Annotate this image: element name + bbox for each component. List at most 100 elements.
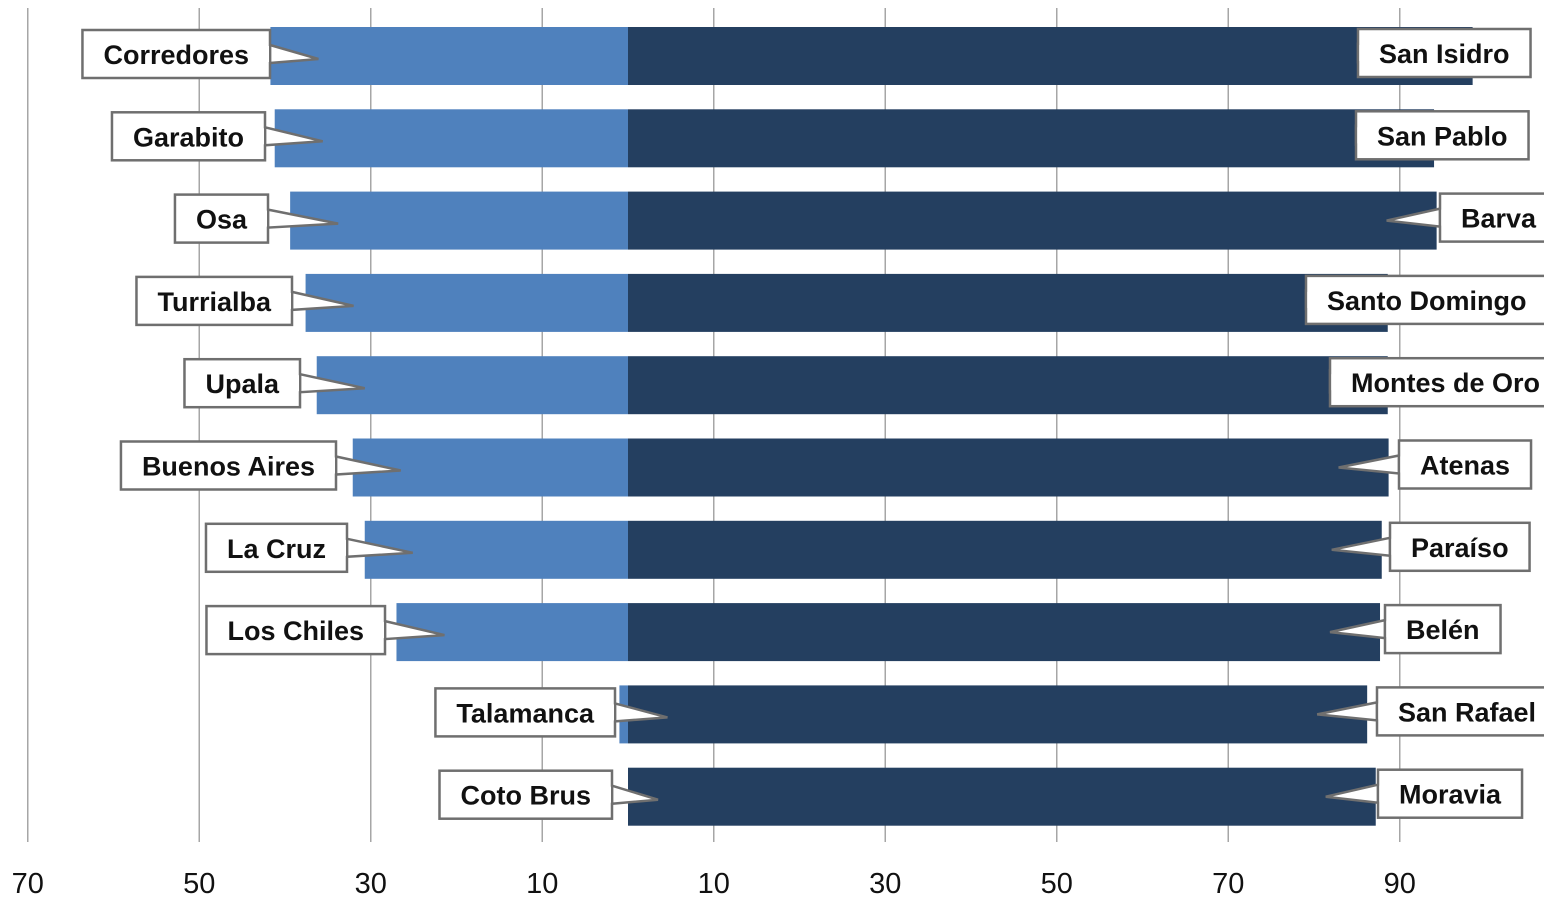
callout-seam <box>1386 621 1389 638</box>
callout-left-los-chiles: Los Chiles <box>205 604 445 656</box>
callout-box <box>110 111 267 162</box>
callout-box <box>434 687 617 738</box>
callout-seam <box>265 210 267 227</box>
callout-right-santo-domingo: Santo Domingo <box>1304 274 1544 326</box>
x-tick-label: 30 <box>869 868 901 900</box>
callout-left-buenos-aires: Buenos Aires <box>119 440 402 491</box>
callout-box <box>1383 603 1502 655</box>
x-tick-label: 50 <box>183 868 215 900</box>
callout-box <box>438 769 614 820</box>
callout-label: Paraíso <box>1411 533 1509 563</box>
callout-right-paraiso: Paraíso <box>1331 521 1531 573</box>
callout-label: Belén <box>1406 615 1480 645</box>
bar-right-atenas <box>628 438 1389 497</box>
callout-left-coto-brus: Coto Brus <box>438 769 659 820</box>
callout-label: La Cruz <box>227 534 326 564</box>
callout-label: Corredores <box>103 40 249 70</box>
callout-box <box>1438 192 1544 243</box>
callout-left-talamanca: Talamanca <box>434 687 668 738</box>
x-tick-label: 10 <box>526 868 558 900</box>
callout-seam <box>1378 703 1381 720</box>
callout-left-garabito: Garabito <box>110 111 324 162</box>
x-tick-label: 30 <box>355 868 387 900</box>
bar-left-buenos-aires <box>352 438 628 497</box>
bar-left-la-cruz <box>364 520 628 579</box>
callout-seam <box>1359 45 1362 61</box>
callout-label: Barva <box>1461 204 1537 234</box>
callout-left-la-cruz: La Cruz <box>204 522 414 574</box>
callout-label: Montes de Oro <box>1351 368 1540 398</box>
callout-left-osa: Osa <box>173 193 339 244</box>
callout-box <box>173 193 270 244</box>
callout-box <box>204 522 349 574</box>
callout-seam <box>1400 456 1403 473</box>
x-tick-label: 10 <box>698 868 730 900</box>
callout-seam <box>333 457 335 474</box>
callout-box <box>183 357 302 409</box>
callout-right-san-isidro: San Isidro <box>1356 27 1532 79</box>
callout-left-turrialba: Turrialba <box>135 275 354 327</box>
callout-left-upala: Upala <box>183 357 365 409</box>
callout-seam <box>1307 291 1310 308</box>
bar-right-san-pablo <box>628 109 1435 168</box>
callout-seam <box>1391 538 1394 555</box>
bar-right-paraiso <box>628 520 1382 579</box>
bar-left-corredores <box>270 27 628 85</box>
callout-seam <box>262 128 264 145</box>
callout-label: San Pablo <box>1377 121 1508 151</box>
bar-right-belen <box>628 603 1381 662</box>
x-tick-label: 50 <box>1041 868 1073 900</box>
callout-seam <box>1331 374 1334 391</box>
x-tick-label: 70 <box>12 868 44 900</box>
callout-right-barva: Barva <box>1386 192 1544 243</box>
callout-labels: Corredores San Isidro Garabito San Pablo Osa… <box>81 27 1544 820</box>
callout-seam <box>382 622 384 639</box>
bar-left-garabito <box>274 109 628 168</box>
callout-label: San Isidro <box>1379 39 1510 69</box>
callout-label: Atenas <box>1420 451 1510 481</box>
bar-left-turrialba <box>305 273 628 332</box>
x-axis-tick-labels: 70 50 30 10 10 30 50 70 90 <box>12 868 1416 900</box>
callout-seam <box>612 704 614 721</box>
bar-right-santo-domingo <box>628 273 1388 332</box>
callout-box <box>1376 768 1524 819</box>
callout-box <box>1397 439 1533 490</box>
bar-right-san-isidro <box>628 27 1473 85</box>
callout-label: Santo Domingo <box>1327 286 1526 316</box>
callout-right-montes-de-oro: Montes de Oro <box>1328 356 1544 408</box>
callout-box <box>1375 686 1544 737</box>
callout-label: Coto Brus <box>461 781 592 811</box>
callout-label: Turrialba <box>157 287 272 317</box>
callout-box <box>81 28 272 80</box>
callout-label: Buenos Aires <box>142 452 315 482</box>
callout-box <box>135 275 294 327</box>
bar-right-san-rafael <box>628 685 1368 744</box>
callout-label: San Rafael <box>1398 697 1536 727</box>
callout-box <box>1354 110 1530 161</box>
callout-seam <box>297 375 299 392</box>
bar-right-barva <box>628 191 1437 250</box>
bar-left-upala <box>316 356 628 415</box>
callout-label: Osa <box>196 205 248 235</box>
bar-left-osa <box>290 191 628 250</box>
callout-box <box>1328 356 1544 408</box>
callout-right-atenas: Atenas <box>1338 439 1533 490</box>
callout-seam <box>267 46 269 62</box>
callout-box <box>205 604 387 656</box>
callout-box <box>119 440 338 491</box>
callout-seam <box>1441 209 1444 226</box>
bar-right-moravia <box>628 767 1376 826</box>
callout-seam <box>1357 127 1360 144</box>
callout-label: Garabito <box>133 122 244 152</box>
callout-seam <box>289 292 291 309</box>
callout-seam <box>344 539 346 556</box>
callout-right-belen: Belén <box>1329 603 1502 655</box>
bars <box>270 27 1473 826</box>
callout-seam <box>1379 785 1382 802</box>
x-tick-label: 70 <box>1212 868 1244 900</box>
callout-label: Moravia <box>1399 780 1502 810</box>
callout-right-san-rafael: San Rafael <box>1316 686 1544 737</box>
callout-seam <box>609 786 611 803</box>
callout-label: Los Chiles <box>227 616 364 646</box>
